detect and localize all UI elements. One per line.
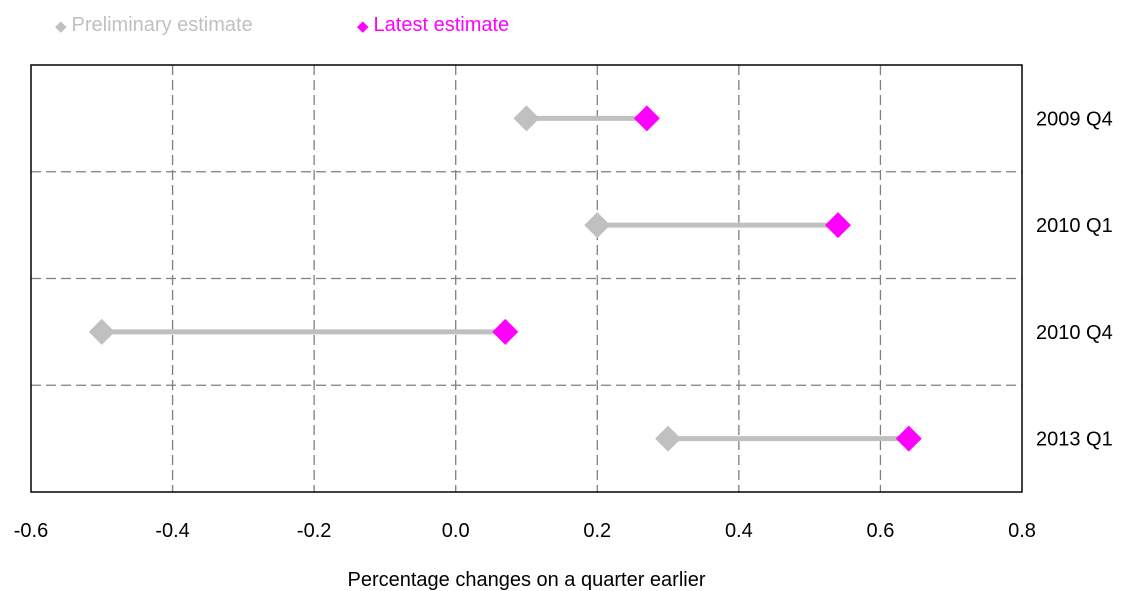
y-category-label: 2010 Q1 (1036, 215, 1113, 237)
y-category-label: 2009 Q4 (1036, 108, 1113, 130)
x-tick-label: 0.6 (867, 520, 895, 542)
x-tick-label: 0.4 (725, 520, 753, 542)
diamond-icon: ◆ (357, 17, 369, 35)
x-tick-labels: -0.6 -0.4 -0.2 0.0 0.2 0.4 0.6 0.8 (14, 520, 1036, 542)
preliminary-marker (513, 105, 540, 132)
x-tick-label: -0.2 (297, 520, 331, 542)
latest-marker (492, 318, 519, 345)
preliminary-marker (88, 318, 115, 345)
preliminary-marker (655, 425, 682, 452)
diamond-icon: ◆ (55, 17, 67, 35)
connector-lines (101, 115, 909, 442)
y-category-label: 2010 Q4 (1036, 322, 1113, 344)
y-category-labels: 2009 Q4 2010 Q1 2010 Q4 2013 Q1 (1036, 108, 1113, 450)
legend-latest-label: Latest estimate (373, 14, 510, 36)
plot-area-frame (30, 64, 1023, 493)
x-tick-label: 0.0 (442, 520, 470, 542)
y-category-label: 2013 Q1 (1036, 429, 1113, 451)
legend-preliminary: ◆ Preliminary estimate (55, 14, 253, 37)
legend-preliminary-label: Preliminary estimate (71, 14, 253, 36)
x-tick-label: 0.8 (1008, 520, 1036, 542)
preliminary-marker (584, 212, 611, 239)
data-markers (88, 105, 922, 452)
latest-marker (824, 212, 851, 239)
x-tick-label: -0.4 (155, 520, 189, 542)
x-axis-label: Percentage changes on a quarter earlier (347, 569, 705, 591)
latest-marker (895, 425, 922, 452)
x-tick-label: 0.2 (583, 520, 611, 542)
latest-marker (633, 105, 660, 132)
legend-latest: ◆ Latest estimate (357, 14, 509, 37)
grid-lines (31, 65, 1022, 492)
x-tick-label: -0.6 (14, 520, 48, 542)
